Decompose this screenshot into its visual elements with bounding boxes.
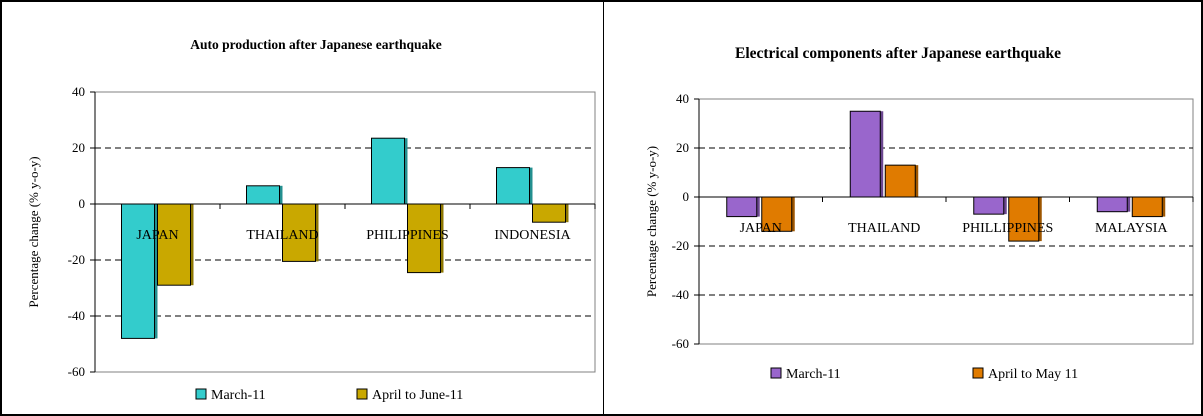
y-tick-label: 20	[72, 140, 85, 155]
bar	[1131, 196, 1163, 218]
bar	[246, 185, 280, 205]
y-tick-label: 40	[72, 84, 85, 99]
bar	[121, 203, 155, 339]
legend-label: March-11	[786, 367, 841, 382]
bar	[1096, 196, 1128, 213]
bar-shade	[189, 204, 194, 286]
bar-shade	[153, 204, 158, 339]
y-tick-label: 0	[683, 189, 690, 204]
bar	[371, 137, 405, 205]
y-axis-label: Percentage change (% y-o-y)	[644, 146, 659, 297]
bar	[761, 196, 793, 232]
y-tick-label: -40	[68, 308, 85, 323]
y-tick-label: -20	[672, 238, 689, 253]
bar-shade	[879, 111, 884, 197]
x-category-label: JAPAN	[740, 221, 782, 236]
x-category-label: INDONESIA	[494, 228, 571, 243]
legend-swatch	[356, 388, 368, 400]
bar	[973, 196, 1005, 215]
y-tick-label: -20	[68, 252, 85, 267]
bar-shade	[439, 204, 444, 273]
y-axis-label: Percentage change (% y-o-y)	[26, 156, 41, 307]
bar-shade	[564, 204, 569, 223]
bar	[1008, 196, 1040, 242]
bar	[157, 203, 191, 286]
bar-shade	[314, 204, 319, 262]
y-tick-label: -60	[68, 364, 85, 379]
bar	[282, 203, 316, 262]
bar	[849, 110, 881, 198]
bar	[532, 203, 566, 223]
legend-swatch	[972, 367, 984, 379]
x-category-label: MALAYSIA	[1095, 221, 1168, 236]
bar-shade	[528, 167, 533, 204]
bar-shade	[403, 138, 408, 204]
bar	[726, 196, 758, 218]
legend-swatch	[770, 367, 782, 379]
x-category-label: PHILLIPPINES	[962, 221, 1053, 236]
chart-title: Auto production after Japanese earthquak…	[190, 37, 442, 52]
bar	[407, 203, 441, 274]
bar-shade	[755, 197, 760, 217]
x-category-label: THAILAND	[848, 221, 920, 236]
y-tick-label: 0	[79, 196, 86, 211]
x-category-label: PHILIPPINES	[366, 228, 448, 243]
bar	[884, 164, 916, 198]
bar-shade	[1161, 197, 1166, 217]
bar-shade	[278, 185, 283, 204]
bar-shade	[1037, 197, 1042, 242]
x-category-label: THAILAND	[246, 228, 318, 243]
electrical-components-chart: Electrical components after Japanese ear…	[644, 45, 1194, 382]
bar-shade	[1126, 197, 1131, 212]
bar-shade	[1002, 197, 1007, 215]
auto-production-chart: Auto production after Japanese earthquak…	[26, 37, 596, 403]
y-tick-label: -60	[672, 336, 689, 351]
chart-title: Electrical components after Japanese ear…	[735, 45, 1061, 62]
legend-swatch	[195, 388, 207, 400]
bar	[496, 167, 530, 205]
x-category-label: JAPAN	[136, 228, 178, 243]
y-tick-label: -40	[672, 287, 689, 302]
bar-shade	[790, 197, 795, 232]
y-tick-label: 40	[676, 91, 689, 106]
legend-label: April to May 11	[988, 367, 1078, 382]
y-tick-label: 20	[676, 140, 689, 155]
legend-label: March-11	[211, 388, 266, 403]
bar-shade	[914, 165, 919, 197]
legend-label: April to June-11	[372, 388, 463, 403]
